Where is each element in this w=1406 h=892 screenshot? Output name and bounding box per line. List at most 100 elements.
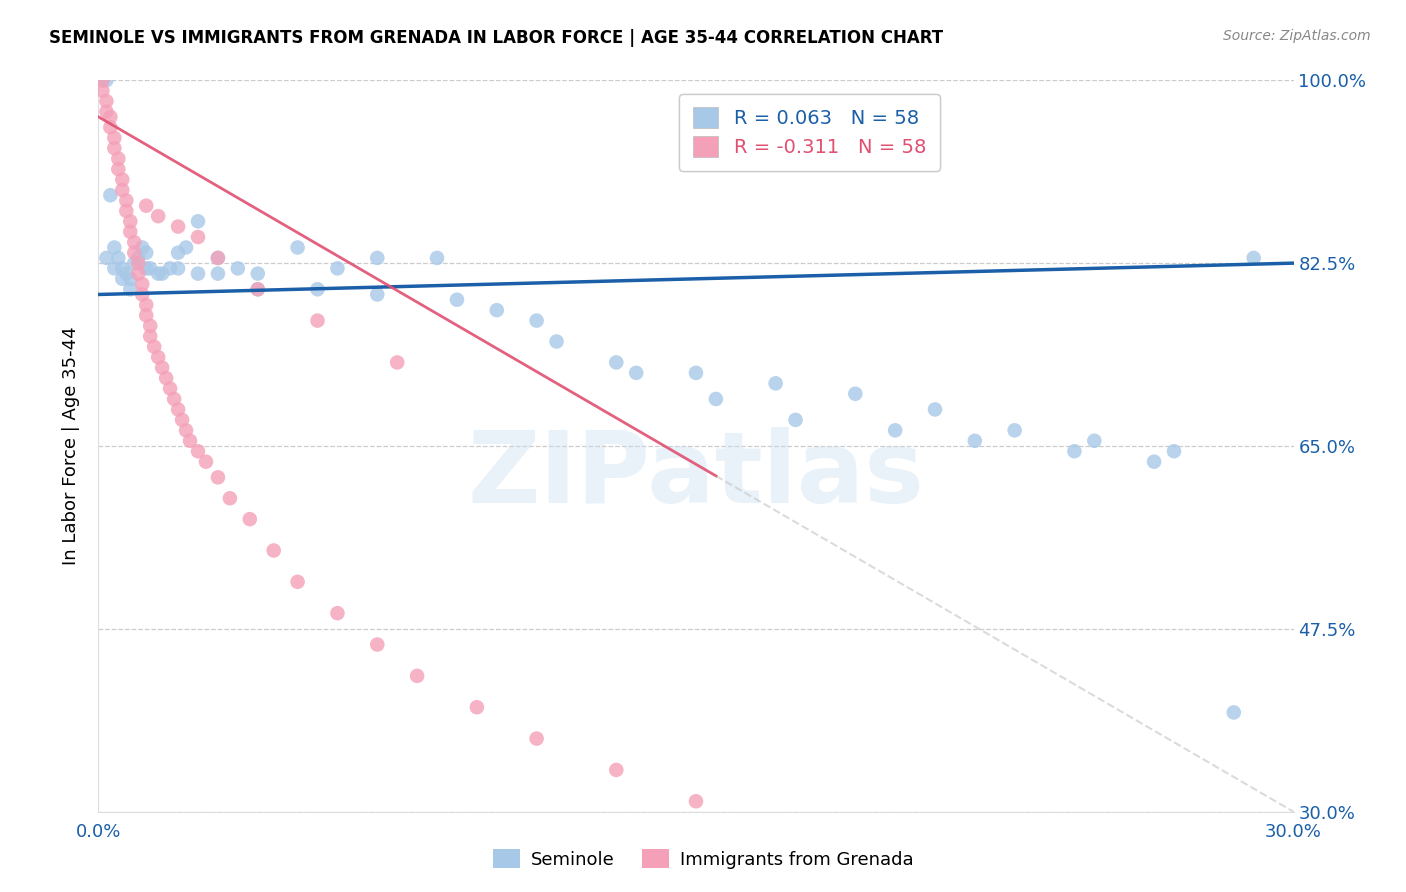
Point <box>103 240 125 254</box>
Point <box>1004 423 1026 437</box>
Point <box>91 73 114 87</box>
Point <box>195 455 218 469</box>
Point <box>246 282 269 296</box>
Point <box>426 251 449 265</box>
Point <box>1063 444 1085 458</box>
Point <box>174 423 197 437</box>
Point <box>111 172 134 186</box>
Point <box>111 261 134 276</box>
Point <box>124 235 146 250</box>
Point <box>107 152 129 166</box>
Point <box>963 434 986 448</box>
Point <box>103 130 125 145</box>
Point <box>96 251 118 265</box>
Point <box>159 382 181 396</box>
Point <box>207 251 229 265</box>
Point <box>167 219 190 234</box>
Point <box>1083 434 1105 448</box>
Point <box>884 423 907 437</box>
Point <box>103 141 125 155</box>
Point <box>155 371 177 385</box>
Point <box>96 104 118 119</box>
Point <box>127 267 149 281</box>
Point <box>135 199 157 213</box>
Point <box>207 470 229 484</box>
Point <box>844 386 866 401</box>
Point <box>143 340 166 354</box>
Point <box>103 261 125 276</box>
Point <box>131 287 153 301</box>
Point <box>91 73 114 87</box>
Point <box>326 606 349 620</box>
Point <box>406 669 429 683</box>
Point <box>139 318 162 333</box>
Point <box>246 267 269 281</box>
Text: SEMINOLE VS IMMIGRANTS FROM GRENADA IN LABOR FORCE | AGE 35-44 CORRELATION CHART: SEMINOLE VS IMMIGRANTS FROM GRENADA IN L… <box>49 29 943 46</box>
Legend: R = 0.063   N = 58, R = -0.311   N = 58: R = 0.063 N = 58, R = -0.311 N = 58 <box>679 94 939 171</box>
Point <box>446 293 468 307</box>
Point <box>546 334 568 349</box>
Point <box>326 261 349 276</box>
Point <box>1223 706 1246 720</box>
Point <box>98 120 122 135</box>
Point <box>704 392 727 406</box>
Point <box>135 261 157 276</box>
Text: Source: ZipAtlas.com: Source: ZipAtlas.com <box>1223 29 1371 43</box>
Point <box>135 298 157 312</box>
Point <box>366 287 388 301</box>
Point <box>98 188 122 202</box>
Point <box>239 512 262 526</box>
Point <box>366 251 388 265</box>
Point <box>111 272 134 286</box>
Point <box>96 73 118 87</box>
Point <box>207 251 229 265</box>
Point <box>120 214 142 228</box>
Point <box>307 313 329 327</box>
Point <box>605 355 627 369</box>
Point <box>465 700 488 714</box>
Point <box>287 574 309 589</box>
Point <box>131 240 153 254</box>
Point <box>127 251 149 265</box>
Point <box>263 543 285 558</box>
Point <box>115 203 138 218</box>
Point <box>167 261 190 276</box>
Point <box>124 256 146 270</box>
Point <box>148 209 170 223</box>
Point <box>785 413 807 427</box>
Point <box>107 162 129 177</box>
Point <box>187 230 209 244</box>
Point <box>159 261 181 276</box>
Point <box>685 794 707 808</box>
Point <box>605 763 627 777</box>
Point <box>107 251 129 265</box>
Point <box>1163 444 1185 458</box>
Point <box>226 261 249 276</box>
Point <box>167 245 190 260</box>
Point <box>219 491 242 506</box>
Y-axis label: In Labor Force | Age 35-44: In Labor Force | Age 35-44 <box>62 326 80 566</box>
Point <box>127 256 149 270</box>
Point <box>120 225 142 239</box>
Point <box>187 444 209 458</box>
Point <box>307 282 329 296</box>
Point <box>139 261 162 276</box>
Point <box>111 183 134 197</box>
Point <box>174 240 197 254</box>
Point <box>765 376 787 391</box>
Point <box>98 110 122 124</box>
Point <box>131 277 153 291</box>
Point <box>91 84 114 98</box>
Point <box>1143 455 1166 469</box>
Point <box>150 267 173 281</box>
Point <box>526 731 548 746</box>
Point <box>148 267 170 281</box>
Point <box>115 267 138 281</box>
Point <box>685 366 707 380</box>
Point <box>246 282 269 296</box>
Point <box>1243 251 1265 265</box>
Point <box>115 194 138 208</box>
Legend: Seminole, Immigrants from Grenada: Seminole, Immigrants from Grenada <box>485 841 921 876</box>
Point <box>120 282 142 296</box>
Point <box>187 214 209 228</box>
